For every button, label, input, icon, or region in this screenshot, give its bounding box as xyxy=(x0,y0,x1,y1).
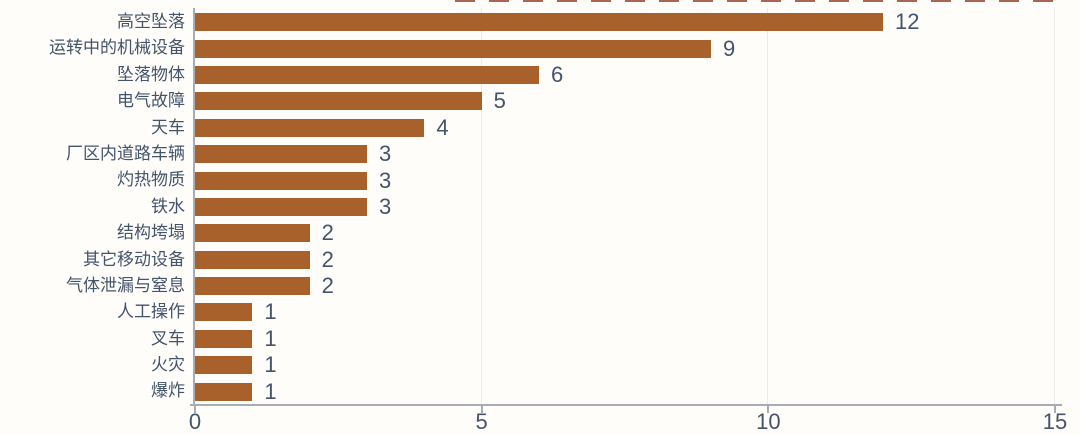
value-label: 2 xyxy=(321,273,334,299)
x-tick-label: 0 xyxy=(188,409,202,434)
x-axis-line xyxy=(190,404,1062,406)
bar-row: 2 xyxy=(195,247,1055,273)
cropped-top-dashed-fragment xyxy=(455,0,1055,2)
bar-row: 1 xyxy=(195,326,1055,352)
value-label: 1 xyxy=(264,378,277,404)
bar xyxy=(195,224,310,243)
value-label: 3 xyxy=(379,167,392,193)
category-label: 叉车 xyxy=(151,328,185,348)
bar xyxy=(195,197,367,216)
category-label: 结构垮塌 xyxy=(117,223,185,243)
value-label: 12 xyxy=(895,9,920,35)
bar-row: 4 xyxy=(195,115,1055,141)
bar-row: 12 xyxy=(195,9,1055,35)
bar-row: 1 xyxy=(195,299,1055,325)
bar-row: 3 xyxy=(195,194,1055,220)
bar xyxy=(195,171,367,190)
category-label: 运转中的机械设备 xyxy=(49,38,185,58)
category-label: 灼热物质 xyxy=(117,170,185,190)
gridline-x-5 xyxy=(480,8,482,405)
value-label: 1 xyxy=(264,325,277,351)
category-axis-labels: 高空坠落运转中的机械设备坠落物体电气故障天车厂区内道路车辆灼热物质铁水结构垮塌其… xyxy=(0,9,185,405)
category-label: 其它移动设备 xyxy=(83,249,185,269)
category-label: 天车 xyxy=(151,117,185,137)
x-tick xyxy=(480,406,483,413)
category-label: 厂区内道路车辆 xyxy=(66,143,185,163)
bar xyxy=(195,356,253,375)
value-label: 2 xyxy=(321,246,334,272)
x-tick-label: 15 xyxy=(1042,409,1068,434)
bar-row: 2 xyxy=(195,220,1055,246)
plot-area: 12 9 6 5 4 3 3 3 2 2 2 1 1 1 1 xyxy=(195,8,1055,405)
bar-row: 2 xyxy=(195,273,1055,299)
gridline-x-15 xyxy=(1054,8,1055,405)
bar xyxy=(195,118,425,137)
bar-row: 6 xyxy=(195,62,1055,88)
bar xyxy=(195,277,310,296)
bar xyxy=(195,329,253,348)
bar xyxy=(195,39,711,58)
x-tick-label: 10 xyxy=(756,409,781,434)
x-tick xyxy=(194,406,196,413)
category-label: 电气故障 xyxy=(117,91,185,111)
category-label: 坠落物体 xyxy=(117,64,185,84)
bar xyxy=(195,65,539,84)
bar xyxy=(195,303,253,322)
gridline-x-10 xyxy=(767,8,769,405)
bar-row: 1 xyxy=(195,378,1055,404)
value-label: 6 xyxy=(551,61,564,87)
y-axis-line xyxy=(193,8,195,406)
bar-row: 3 xyxy=(195,141,1055,167)
category-label: 高空坠落 xyxy=(117,12,185,31)
bar-row: 3 xyxy=(195,167,1055,193)
bar xyxy=(195,145,367,164)
category-label: 气体泄漏与窒息 xyxy=(66,275,185,295)
value-label: 4 xyxy=(436,114,449,140)
category-label: 火灾 xyxy=(151,355,185,375)
bar-row: 5 xyxy=(195,88,1055,114)
value-label: 3 xyxy=(379,141,392,167)
category-label: 人工操作 xyxy=(117,302,185,322)
bar-row: 9 xyxy=(195,35,1055,61)
value-label: 1 xyxy=(264,299,277,325)
value-label: 1 xyxy=(264,352,277,378)
bar-row: 1 xyxy=(195,352,1055,378)
value-label: 5 xyxy=(493,88,506,114)
bar xyxy=(195,92,482,111)
category-label: 铁水 xyxy=(151,196,185,216)
value-label: 2 xyxy=(321,220,334,246)
x-tick-label: 5 xyxy=(475,409,488,434)
value-label: 3 xyxy=(379,193,392,219)
bar xyxy=(195,13,883,32)
bar xyxy=(195,382,253,401)
value-label: 9 xyxy=(723,35,736,61)
x-tick xyxy=(767,406,770,413)
bar xyxy=(195,250,310,269)
category-label: 爆炸 xyxy=(151,381,185,401)
x-tick xyxy=(1054,406,1056,413)
